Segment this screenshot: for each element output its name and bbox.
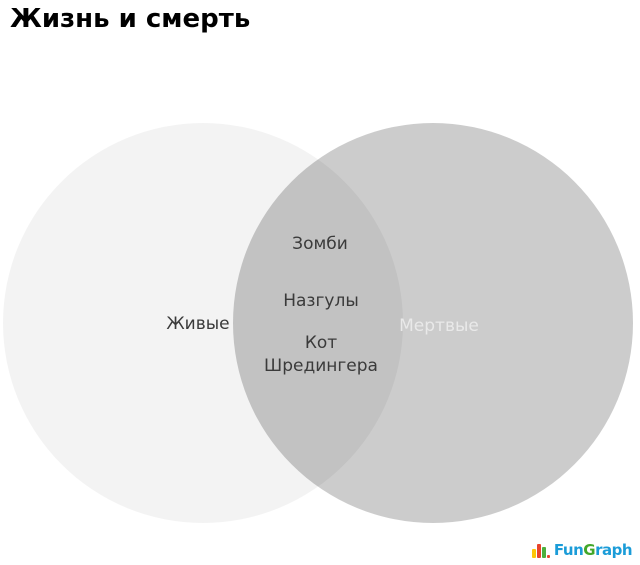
intersection-item-nazgul: Назгулы (283, 291, 359, 311)
venn-circle-dead (233, 123, 633, 523)
fungraph-logo: FunGraph (531, 541, 633, 559)
venn-circle-living (3, 123, 403, 523)
page-title: Жизнь и смерть (10, 4, 251, 34)
logo-text-raph: raph (595, 541, 632, 559)
bar-chart-icon (531, 543, 550, 558)
intersection-item-zombie: Зомби (292, 234, 348, 254)
intersection-item-schrodingers-cat: Кот Шредингера (264, 333, 378, 376)
venn-label-living: Живые (166, 314, 230, 334)
logo-text-fun: Fun (553, 541, 584, 559)
logo-text-g: G (583, 541, 596, 559)
fungraph-logo-text: FunGraph (553, 541, 633, 559)
venn-label-dead: Мертвые (399, 316, 479, 336)
